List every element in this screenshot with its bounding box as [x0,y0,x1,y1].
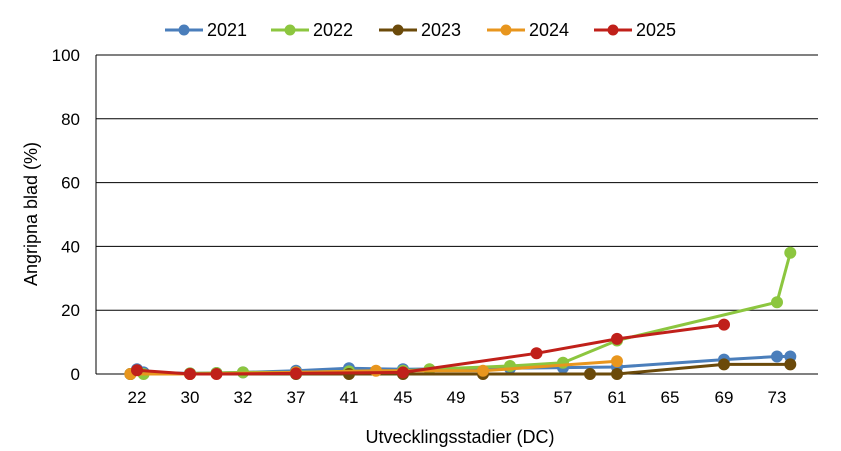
series-2024 [124,355,623,380]
x-tick-label: 57 [554,388,573,407]
y-tick-label: 80 [61,110,80,129]
data-point [718,358,730,371]
x-tick-label: 37 [287,388,306,407]
legend-marker [178,24,190,36]
legend-marker [607,24,619,36]
x-tick-label: 69 [715,388,734,407]
x-tick-labels: 22 30 32 37 41 45 49 53 57 61 65 69 73 [128,388,787,407]
legend-entry: 2024 [487,20,569,40]
data-point [210,368,223,380]
legend-entry: 2022 [271,20,353,40]
legend-label: 2025 [636,20,676,40]
y-tick-labels: 0 20 40 60 80 100 [52,46,80,384]
x-tick-label: 45 [394,388,413,407]
series-layer [124,246,797,380]
data-point [771,296,783,309]
legend-entry: 2025 [594,20,676,40]
data-point [477,364,489,377]
y-tick-label: 60 [61,174,80,193]
data-point [184,368,196,380]
x-tick-label: 41 [340,388,359,407]
legend-marker [392,24,404,36]
y-axis-title: Angripna blad (%) [21,142,41,286]
data-point [290,367,302,380]
legend: 2021 2022 2023 2024 2025 [165,20,676,40]
x-tick-label: 22 [128,388,147,407]
legend-marker [284,24,296,36]
data-point [611,355,623,368]
data-point [771,350,783,363]
data-point [397,366,409,379]
data-point [611,332,623,345]
data-point [131,364,143,377]
x-tick-label: 49 [447,388,466,407]
y-tick-label: 40 [61,237,80,256]
x-tick-label: 65 [661,388,680,407]
series-2025 [131,318,730,380]
data-point [784,246,797,259]
legend-marker [500,24,512,36]
data-point [784,358,797,371]
series-2022 [124,246,797,380]
data-point [370,364,382,377]
x-tick-label: 73 [768,388,787,407]
data-point [584,368,596,380]
data-point [530,347,543,360]
legend-label: 2022 [313,20,353,40]
legend-label: 2021 [207,20,247,40]
legend-entry: 2023 [379,20,461,40]
x-tick-label: 61 [608,388,627,407]
y-tick-label: 20 [61,301,80,320]
x-tick-label: 30 [181,388,200,407]
data-point [718,318,730,331]
legend-entry: 2021 [165,20,247,40]
x-tick-label: 53 [501,388,520,407]
series-line [130,252,792,376]
y-tick-label: 0 [71,365,80,384]
data-point [611,368,623,380]
x-axis-title: Utvecklingsstadier (DC) [365,427,554,447]
legend-label: 2024 [529,20,569,40]
legend-label: 2023 [421,20,461,40]
y-tick-label: 100 [52,46,80,65]
x-tick-label: 32 [234,388,253,407]
gridlines [96,54,818,311]
